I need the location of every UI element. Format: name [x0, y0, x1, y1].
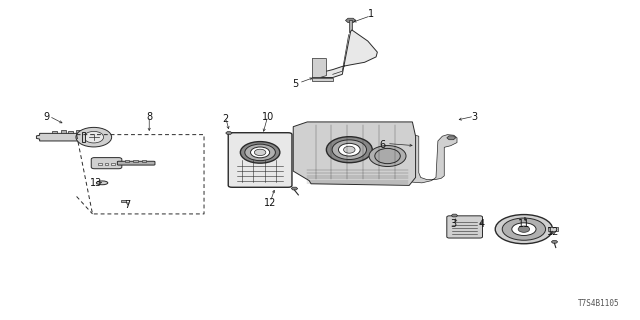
Text: 10: 10 — [262, 112, 274, 122]
Text: 2: 2 — [223, 114, 229, 124]
Text: 6: 6 — [380, 140, 385, 150]
Polygon shape — [451, 214, 458, 217]
Polygon shape — [83, 132, 85, 142]
Bar — [99, 163, 102, 165]
Bar — [111, 163, 115, 165]
Bar — [133, 160, 138, 162]
Ellipse shape — [250, 147, 269, 158]
Polygon shape — [312, 59, 326, 77]
Polygon shape — [447, 136, 456, 140]
Bar — [548, 227, 557, 231]
Ellipse shape — [344, 146, 355, 153]
Ellipse shape — [375, 148, 400, 164]
FancyBboxPatch shape — [228, 133, 292, 187]
Polygon shape — [404, 135, 457, 183]
Ellipse shape — [495, 215, 552, 244]
Bar — [68, 131, 74, 133]
Ellipse shape — [84, 132, 104, 143]
Polygon shape — [551, 240, 557, 243]
Text: 1: 1 — [368, 9, 374, 19]
Bar — [121, 200, 126, 202]
Text: 3: 3 — [451, 219, 457, 229]
Text: 9: 9 — [43, 112, 49, 122]
Text: 12: 12 — [547, 227, 559, 237]
Polygon shape — [346, 18, 356, 23]
Bar — [61, 130, 66, 133]
Polygon shape — [312, 30, 378, 77]
FancyBboxPatch shape — [447, 216, 483, 238]
Ellipse shape — [76, 127, 111, 147]
Ellipse shape — [97, 181, 108, 185]
Bar — [141, 160, 146, 162]
Ellipse shape — [339, 143, 360, 156]
Text: 13: 13 — [90, 178, 102, 188]
Ellipse shape — [518, 226, 530, 232]
Text: 11: 11 — [518, 219, 530, 229]
Text: T7S4B1105: T7S4B1105 — [578, 299, 620, 308]
Bar — [349, 20, 353, 32]
Ellipse shape — [369, 146, 406, 166]
FancyBboxPatch shape — [92, 158, 122, 169]
Polygon shape — [293, 122, 415, 185]
Ellipse shape — [254, 149, 266, 156]
Ellipse shape — [241, 142, 280, 163]
Ellipse shape — [512, 223, 536, 236]
Bar — [104, 163, 108, 165]
Text: 12: 12 — [264, 198, 276, 208]
Ellipse shape — [332, 140, 367, 160]
Ellipse shape — [245, 144, 275, 161]
Polygon shape — [226, 132, 232, 134]
Text: 8: 8 — [146, 112, 152, 122]
Bar — [125, 160, 129, 162]
Bar — [52, 132, 58, 133]
Text: 5: 5 — [292, 79, 299, 89]
Text: 4: 4 — [479, 219, 485, 229]
Ellipse shape — [502, 218, 545, 240]
Bar — [76, 131, 81, 133]
Polygon shape — [291, 187, 298, 190]
Ellipse shape — [326, 137, 372, 163]
Polygon shape — [36, 133, 85, 141]
Text: 3: 3 — [471, 112, 477, 122]
Polygon shape — [312, 77, 333, 81]
Text: 7: 7 — [124, 200, 131, 210]
FancyBboxPatch shape — [117, 161, 155, 165]
